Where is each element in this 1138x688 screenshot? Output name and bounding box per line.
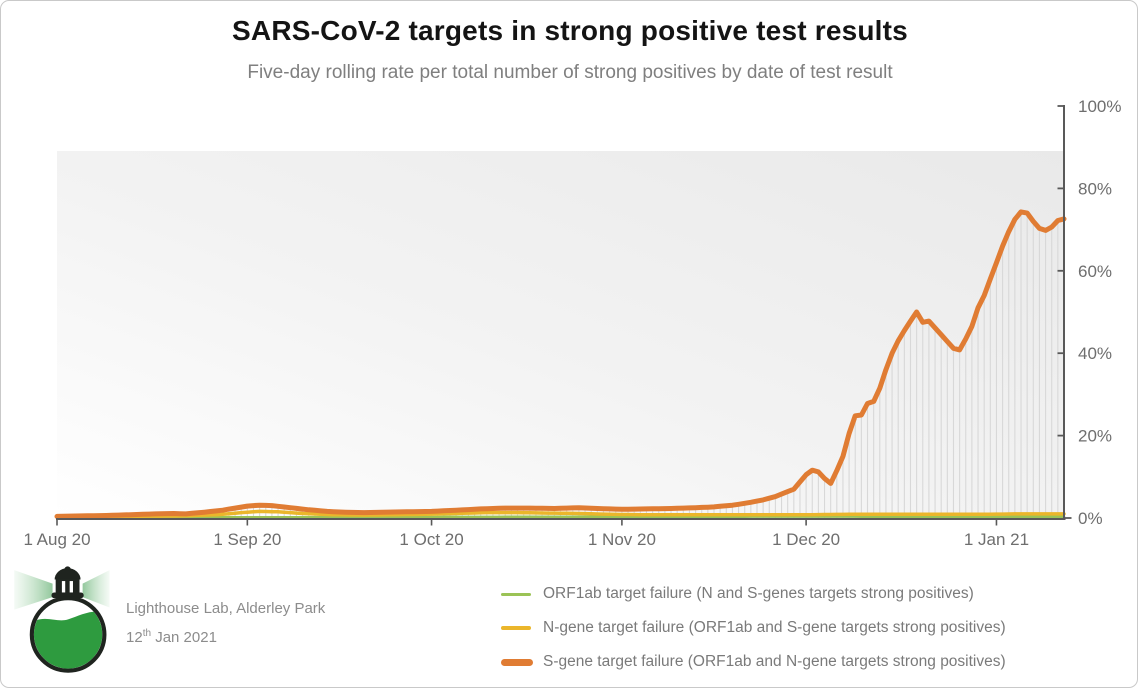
lantern-dome [54,568,81,580]
y-tick-label: 20% [1078,427,1112,446]
series-line-1 [55,509,1066,519]
legend-swatch-box [501,658,537,666]
legend-item-1: N-gene target failure (ORF1ab and S-gene… [501,611,1006,645]
x-tick-label: 1 Aug 20 [23,530,90,549]
chart-subtitle: Five-day rolling rate per total number o… [247,62,893,83]
legend-line-swatch [501,658,533,666]
x-tick-label: 1 Jan 21 [964,530,1029,549]
series-line-0 [55,515,1066,519]
x-axis-ticks: 1 Aug 20 1 Sep 20 1 Oct 20 1 Nov 20 1 Dec 20… [23,520,1029,549]
light-beam-left [14,570,53,610]
y-tick-label: 60% [1078,262,1112,281]
x-tick-label: 1 Sep 20 [213,530,281,549]
x-tick-label: 1 Nov 20 [588,530,656,549]
y-tick-label: 40% [1078,344,1112,363]
chart-title: SARS-CoV-2 targets in strong positive te… [232,15,908,46]
legend-line-swatch [501,626,531,630]
y-tick-label: 0% [1078,509,1103,528]
lantern-slit [61,581,66,593]
flask-outline [29,596,107,673]
series-lines [54,209,1067,519]
y-tick-label: 80% [1078,179,1112,198]
y-axis-ticks: 0% 20% 40% 60% 80% 100% [1057,97,1121,528]
lighthouse-lab-logo [14,566,110,673]
footer-org: Lighthouse Lab, Alderley Park [126,600,326,617]
x-tick-label: 1 Dec 20 [772,530,840,549]
footer-text: Lighthouse Lab, Alderley Park 12th Jan 2… [126,596,325,650]
lantern-slit-2 [69,581,73,593]
lantern-body [55,579,80,593]
light-beam-right [82,570,110,608]
daily-needles [56,213,1065,518]
y-tick-label: 100% [1078,97,1121,116]
legend-line-swatch [501,592,531,596]
legend-swatch-box [501,626,537,630]
legend-label: S-gene target failure (ORF1ab and N-gene… [543,653,1006,670]
legend-label: ORF1ab target failure (N and S-genes tar… [543,585,974,602]
flask-liquid [33,611,103,669]
lantern-base [51,592,84,599]
chart-plot: 1 Aug 20 1 Sep 20 1 Oct 20 1 Nov 20 1 Dec 20… [23,97,1121,549]
x-tick-label: 1 Oct 20 [399,530,463,549]
series-line-2 [54,209,1067,519]
legend-label: N-gene target failure (ORF1ab and S-gene… [543,619,1006,636]
plot-background [57,151,1064,518]
legend-item-0: ORF1ab target failure (N and S-genes tar… [501,577,1006,611]
footer-date: 12th Jan 2021 [126,628,217,646]
legend-swatch-box [501,592,537,596]
legend: ORF1ab target failure (N and S-genes tar… [501,577,1006,679]
legend-item-2: S-gene target failure (ORF1ab and N-gene… [501,645,1006,679]
